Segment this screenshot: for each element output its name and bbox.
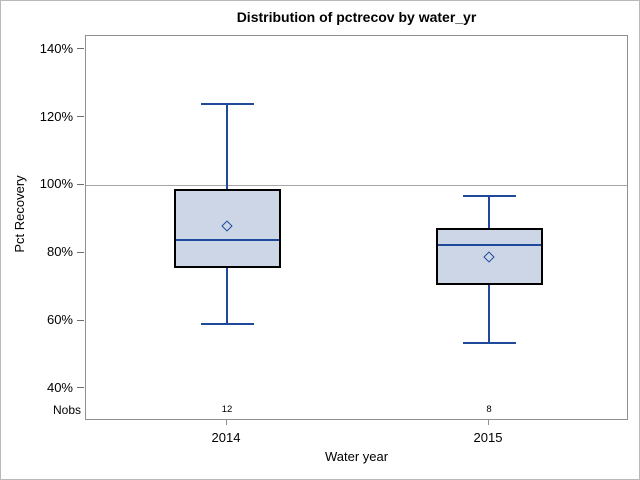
reference-line-100pct xyxy=(86,185,627,187)
y-axis-tick-label: 60% xyxy=(46,312,73,328)
nobs-value: 8 xyxy=(486,404,492,415)
y-axis-tick-label: 80% xyxy=(46,244,73,260)
median-line xyxy=(175,238,279,241)
y-axis-tick xyxy=(77,48,84,50)
median-line xyxy=(437,243,541,246)
y-axis-tick xyxy=(77,183,84,185)
y-axis-tick-label: 100% xyxy=(39,176,73,192)
iqr-box xyxy=(173,188,281,269)
y-axis-title: Pct Recovery xyxy=(12,175,27,253)
whisker-cap-high xyxy=(200,103,254,106)
x-axis-tick-label: 2015 xyxy=(473,430,503,445)
whisker-cap-high xyxy=(462,194,516,197)
nobs-row-label: Nobs xyxy=(52,403,81,417)
y-axis-tick-label: 140% xyxy=(39,40,73,56)
y-axis-tick xyxy=(77,116,84,118)
plot-area: 12 8 xyxy=(85,35,628,420)
x-axis-tick xyxy=(488,420,489,425)
y-axis-tick xyxy=(77,387,84,389)
x-axis-title: Water year xyxy=(324,449,389,464)
nobs-value: 12 xyxy=(221,404,233,415)
y-axis-tick-label: 40% xyxy=(46,379,73,395)
y-axis-tick xyxy=(77,319,84,321)
whisker-cap-low xyxy=(462,342,516,345)
y-axis-tick-label: 120% xyxy=(39,108,73,124)
x-axis-tick xyxy=(226,420,227,425)
x-axis-tick-label: 2014 xyxy=(211,430,241,445)
chart-title: Distribution of pctrecov by water_yr xyxy=(236,9,477,25)
iqr-box xyxy=(435,227,543,286)
y-axis-tick xyxy=(77,251,84,253)
whisker-cap-low xyxy=(200,323,254,326)
